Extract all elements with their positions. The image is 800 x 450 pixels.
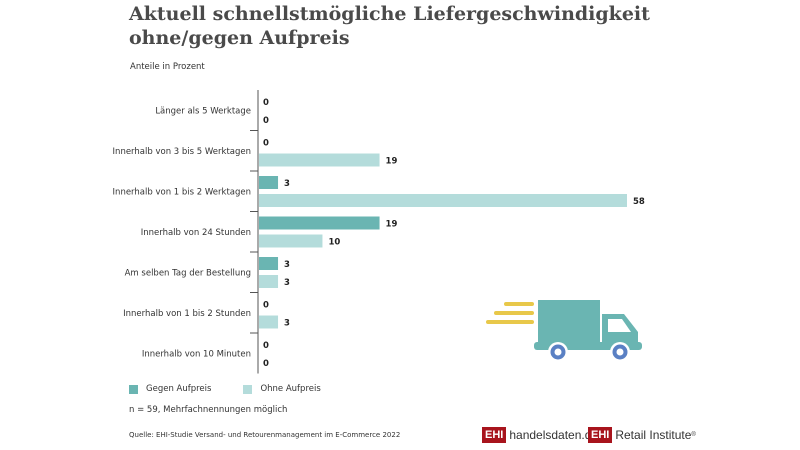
bar-gegen-aufpreis xyxy=(259,176,279,189)
category-label: Länger als 5 Werktage xyxy=(155,106,251,116)
data-label: 0 xyxy=(263,139,269,149)
chart-subtitle: Anteile in Prozent xyxy=(130,62,205,72)
bar-ohne-aufpreis xyxy=(259,315,279,329)
logo-text-handelsdaten: handelsdaten.de xyxy=(509,428,599,442)
logo-retail-institute: EHI Retail Institute ® xyxy=(588,427,696,443)
logo-handelsdaten: EHI handelsdaten.de xyxy=(482,427,598,443)
category-label: Innerhalb von 1 bis 2 Werktagen xyxy=(113,187,251,197)
legend-label-ohne: Ohne Aufpreis xyxy=(260,384,321,394)
data-label: 0 xyxy=(263,116,269,126)
data-label: 19 xyxy=(386,220,398,230)
legend-label-gegen: Gegen Aufpreis xyxy=(146,384,212,394)
bar-gegen-aufpreis xyxy=(259,257,279,270)
category-label: Am selben Tag der Bestellung xyxy=(125,268,251,278)
bar-ohne-aufpreis xyxy=(259,194,627,207)
registered-mark: ® xyxy=(691,432,696,438)
data-label: 3 xyxy=(284,179,290,189)
data-label: 0 xyxy=(263,301,269,311)
data-label: 19 xyxy=(386,157,398,167)
data-label: 0 xyxy=(263,341,269,351)
legend: Gegen Aufpreis Ohne Aufpreis xyxy=(129,384,353,394)
bar-ohne-aufpreis xyxy=(259,275,279,288)
data-label: 58 xyxy=(633,197,645,207)
data-label: 0 xyxy=(263,359,269,369)
ehi-logo-box: EHI xyxy=(482,427,507,443)
chart-title: Aktuell schnellstmögliche Liefergeschwin… xyxy=(129,2,650,50)
data-label: 0 xyxy=(263,98,269,108)
bar-ohne-aufpreis xyxy=(259,234,323,248)
logo-text-retail: Retail Institute xyxy=(615,428,692,442)
legend-swatch-ohne xyxy=(243,384,253,394)
speed-lines-icon xyxy=(486,302,534,324)
bar-ohne-aufpreis xyxy=(259,153,380,167)
category-label: Innerhalb von 3 bis 5 Werktagen xyxy=(113,147,251,157)
category-label: Innerhalb von 1 bis 2 Stunden xyxy=(123,309,251,319)
sample-note: n = 59, Mehrfachnennungen möglich xyxy=(129,405,288,415)
title-line-1: Aktuell schnellstmögliche Liefergeschwin… xyxy=(129,3,650,25)
legend-swatch-gegen xyxy=(129,384,138,394)
data-label: 10 xyxy=(328,238,340,248)
data-label: 3 xyxy=(284,278,290,288)
category-label: Innerhalb von 10 Minuten xyxy=(142,349,251,359)
data-label: 3 xyxy=(284,260,290,270)
data-label: 3 xyxy=(284,319,290,329)
category-label: Innerhalb von 24 Stunden xyxy=(141,228,251,238)
delivery-truck-icon xyxy=(486,300,642,362)
bar-gegen-aufpreis xyxy=(259,216,380,230)
source-note: Quelle: EHI-Studie Versand- und Retouren… xyxy=(129,431,401,439)
legend-item-gegen: Gegen Aufpreis xyxy=(129,384,211,394)
ehi-logo-box: EHI xyxy=(588,427,613,443)
title-line-2: ohne/gegen Aufpreis xyxy=(129,27,350,49)
legend-item-ohne: Ohne Aufpreis xyxy=(243,384,321,394)
